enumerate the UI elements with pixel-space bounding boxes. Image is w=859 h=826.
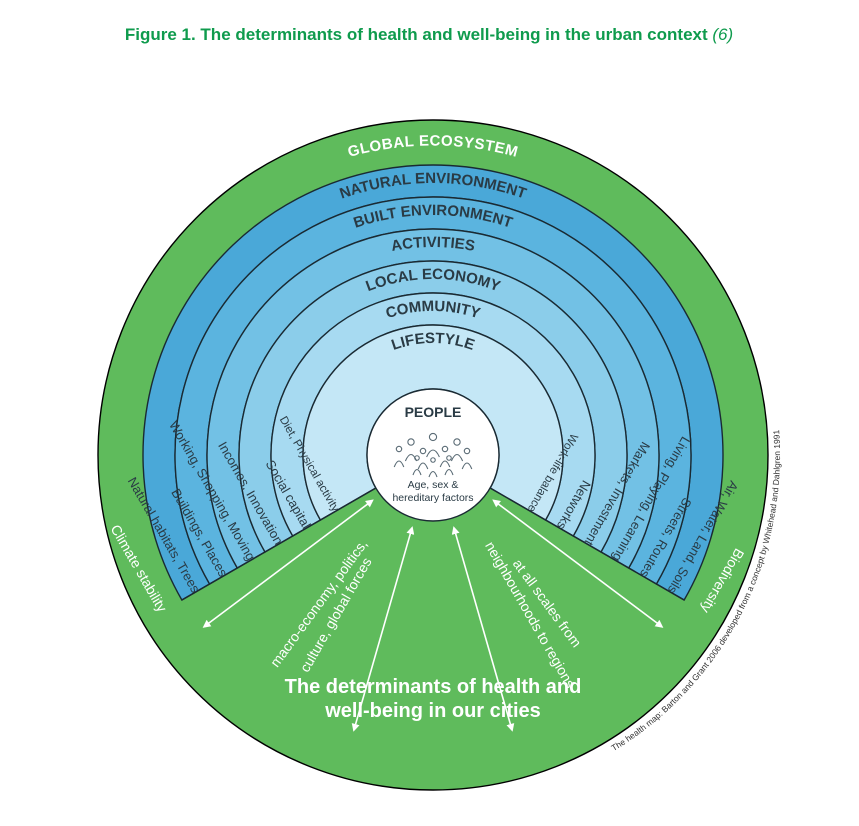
center-title: PEOPLE — [405, 404, 462, 420]
health-map-diagram: Figure 1. The determinants of health and… — [0, 0, 859, 826]
center-sub1: Age, sex & — [408, 479, 459, 491]
figure-caption: Figure 1. The determinants of health and… — [125, 25, 733, 44]
bottom-title-2: well-being in our cities — [324, 700, 541, 722]
center-sub2: hereditary factors — [392, 492, 473, 504]
bottom-title-1: The determinants of health and — [285, 676, 582, 698]
